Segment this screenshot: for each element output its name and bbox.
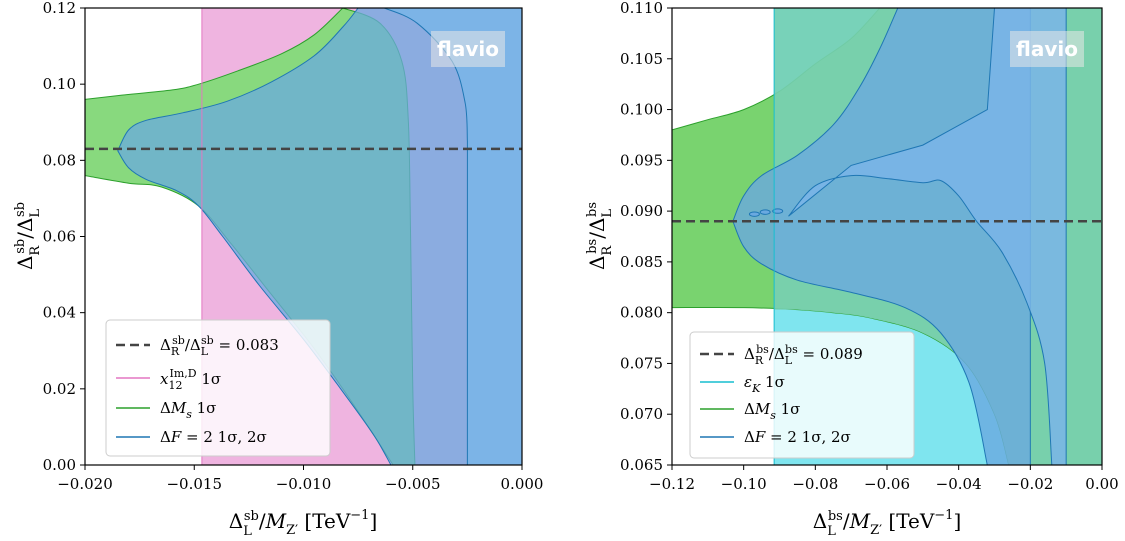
dF2-island bbox=[748, 211, 760, 217]
right-x-axis-label: ΔLbs/MZ′ [TeV−1] bbox=[813, 508, 962, 539]
left-y-ticks: 0.00 0.02 0.04 0.06 0.08 0.10 0.12 bbox=[43, 0, 85, 474]
left-legend-box bbox=[105, 319, 331, 457]
right-watermark-box bbox=[1010, 31, 1084, 67]
x-tick-label: 0.000 bbox=[501, 475, 544, 493]
right-legend-box bbox=[689, 331, 915, 459]
left-plot-area: flavio bbox=[85, 8, 522, 465]
left-legend-label-2: x12Im,D 1σ bbox=[160, 367, 221, 392]
y-tick-label: 0.04 bbox=[43, 304, 76, 322]
right-legend-label-4: ΔF = 2 1σ, 2σ bbox=[744, 428, 851, 446]
y-tick-label: 0.105 bbox=[620, 50, 663, 68]
right-dF2-islands bbox=[748, 208, 784, 217]
left-watermark-box bbox=[431, 31, 505, 67]
right-panel: flavio −0.12 −0.10 −0.08 −0.06 −0.04 −0.02 0.0… bbox=[585, 0, 1119, 539]
left-watermark: flavio bbox=[437, 37, 499, 61]
x-tick-label: −0.04 bbox=[936, 475, 982, 493]
left-region-dF2 bbox=[117, 8, 522, 465]
right-legend: ΔRbs/ΔLbs = 0.089 εK 1σ ΔMs 1σ ΔF = 2 1σ… bbox=[689, 331, 915, 459]
y-tick-label: 0.06 bbox=[43, 228, 76, 246]
dF2-island bbox=[772, 208, 784, 214]
x-tick-label: −0.010 bbox=[276, 475, 332, 493]
left-legend-label-3: ΔMs 1σ bbox=[160, 399, 216, 421]
right-watermark: flavio bbox=[1016, 37, 1078, 61]
y-tick-label: 0.110 bbox=[620, 0, 663, 17]
y-tick-label: 0.075 bbox=[620, 354, 663, 372]
x-tick-label: −0.020 bbox=[57, 475, 113, 493]
x-tick-label: −0.015 bbox=[166, 475, 222, 493]
y-tick-label: 0.08 bbox=[43, 151, 76, 169]
y-tick-label: 0.10 bbox=[43, 75, 76, 93]
y-tick-label: 0.100 bbox=[620, 101, 663, 119]
right-legend-label-3: ΔMs 1σ bbox=[744, 400, 800, 422]
left-panel: flavio −0.020 −0.015 −0.010 −0.005 0.000 0.0… bbox=[13, 0, 543, 539]
y-tick-label: 0.085 bbox=[620, 253, 663, 271]
left-legend-label-4: ΔF = 2 1σ, 2σ bbox=[160, 428, 267, 446]
dF2-island bbox=[759, 209, 771, 215]
x-tick-label: −0.10 bbox=[721, 475, 767, 493]
right-region-dF2-inner bbox=[788, 8, 1067, 465]
y-tick-label: 0.00 bbox=[43, 456, 76, 474]
x-tick-label: −0.005 bbox=[385, 475, 441, 493]
x-tick-label: 0.00 bbox=[1085, 475, 1118, 493]
x-tick-label: −0.06 bbox=[864, 475, 910, 493]
y-tick-label: 0.080 bbox=[620, 304, 663, 322]
left-x-axis-label: ΔLsb/MZ′ [TeV−1] bbox=[229, 508, 378, 539]
y-tick-label: 0.070 bbox=[620, 405, 663, 423]
right-region-dF2 bbox=[732, 8, 1031, 465]
y-tick-label: 0.12 bbox=[43, 0, 76, 17]
x-tick-label: −0.12 bbox=[649, 475, 695, 493]
left-legend: ΔRsb/ΔLsb = 0.083 x12Im,D 1σ ΔMs 1σ ΔF =… bbox=[105, 319, 331, 457]
x-tick-label: −0.02 bbox=[1007, 475, 1053, 493]
y-tick-label: 0.090 bbox=[620, 202, 663, 220]
y-tick-label: 0.02 bbox=[43, 380, 76, 398]
right-y-axis-label: ΔRbs/ΔLbs bbox=[585, 202, 615, 270]
y-tick-label: 0.065 bbox=[620, 456, 663, 474]
right-x-ticks: −0.12 −0.10 −0.08 −0.06 −0.04 −0.02 0.00 bbox=[649, 465, 1119, 493]
left-y-axis-label: ΔRsb/ΔLsb bbox=[13, 202, 43, 270]
left-x-ticks: −0.020 −0.015 −0.010 −0.005 0.000 bbox=[57, 465, 543, 493]
y-tick-label: 0.095 bbox=[620, 151, 663, 169]
right-y-ticks: 0.065 0.070 0.075 0.080 0.085 0.090 0.095 0.100… bbox=[620, 0, 672, 474]
right-legend-label-2: εK 1σ bbox=[744, 373, 785, 395]
x-tick-label: −0.08 bbox=[792, 475, 838, 493]
